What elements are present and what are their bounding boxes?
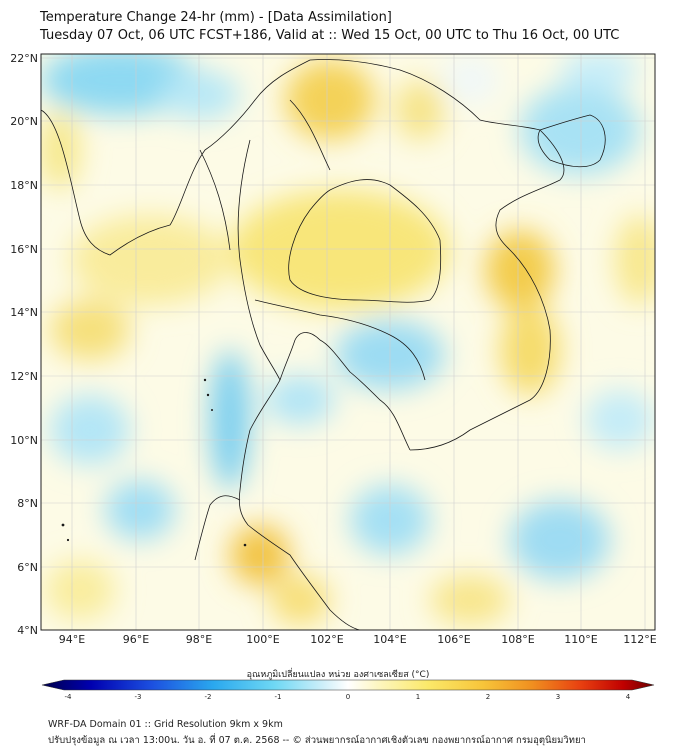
lon-label: 110°E	[564, 633, 597, 646]
map-border	[40, 53, 656, 631]
colorbar-tick: -3	[135, 693, 142, 700]
lat-label: 4°N	[17, 624, 38, 637]
model-info: WRF-DA Domain 01 :: Grid Resolution 9km …	[48, 719, 283, 730]
colorbar: -4 -3 -2 -1 0 1 2 3 4	[41, 679, 655, 700]
lon-label: 104°E	[373, 633, 406, 646]
lon-label: 106°E	[437, 633, 470, 646]
colorbar-gradient	[41, 679, 655, 691]
chart-title: Temperature Change 24-hr (mm) - [Data As…	[40, 10, 392, 25]
lon-label: 98°E	[186, 633, 212, 646]
islands	[61, 378, 247, 547]
lat-label: 18°N	[10, 179, 38, 192]
chart-subtitle: Tuesday 07 Oct, 06 UTC FCST+186, Valid a…	[40, 28, 620, 43]
graticule	[41, 54, 655, 630]
lon-label: 100°E	[246, 633, 279, 646]
lon-label: 108°E	[501, 633, 534, 646]
lon-label: 112°E	[623, 633, 656, 646]
lat-label: 16°N	[10, 243, 38, 256]
lat-label: 22°N	[10, 52, 38, 65]
colorbar-tick: -2	[205, 693, 212, 700]
colorbar-tick: 4	[626, 693, 631, 700]
colorbar-tick: 2	[486, 693, 490, 700]
colorbar-label: อุณหภูมิเปลี่ยนแปลง หน่วย องศาเซลเซียส (…	[246, 670, 430, 680]
longitude-axis: 94°E 96°E 98°E 100°E 102°E 104°E 106°E 1…	[59, 633, 657, 646]
colorbar-tick: 0	[346, 693, 350, 700]
lat-label: 14°N	[10, 306, 38, 319]
update-credit: ปรับปรุงข้อมูล ณ เวลา 13:00น. วัน อ. ที่…	[48, 735, 586, 746]
colorbar-tick: 3	[556, 693, 560, 700]
lat-label: 20°N	[10, 115, 38, 128]
temperature-field	[41, 54, 655, 630]
lat-label: 12°N	[10, 370, 38, 383]
lon-label: 102°E	[310, 633, 343, 646]
lon-label: 94°E	[59, 633, 85, 646]
coastlines	[41, 59, 606, 630]
colorbar-tick: -1	[275, 693, 282, 700]
colorbar-tick: 1	[416, 693, 420, 700]
latitude-axis: 22°N 20°N 18°N 16°N 14°N 12°N 10°N 8°N 6…	[10, 52, 38, 637]
lat-label: 10°N	[10, 434, 38, 447]
colorbar-tick: -4	[65, 693, 73, 700]
lat-label: 6°N	[17, 561, 38, 574]
lon-label: 96°E	[123, 633, 149, 646]
temperature-change-map: 22°N 20°N 18°N 16°N 14°N 12°N 10°N 8°N 6…	[10, 52, 657, 700]
lat-label: 8°N	[17, 497, 38, 510]
